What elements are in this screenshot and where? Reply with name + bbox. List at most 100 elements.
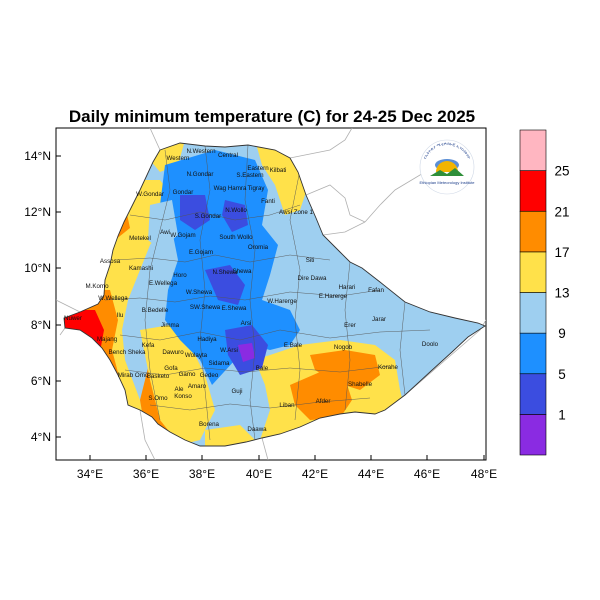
region-label: Shewa	[233, 268, 252, 275]
region-label: M.Komo	[85, 283, 109, 290]
region-label: E.Shewa	[222, 305, 247, 312]
region-label: N.Gondar	[187, 171, 214, 178]
neighbor-boundaries	[56, 128, 486, 460]
region-label: Fanti	[261, 198, 275, 205]
region-label: SW.Shewa	[190, 304, 221, 311]
colorbar-swatch	[519, 332, 547, 375]
logo-sun-icon	[436, 161, 458, 172]
region-label: Kamashi	[129, 265, 153, 272]
region-label: Jimma	[161, 322, 180, 329]
colorbar-label: 9	[558, 326, 566, 341]
region-label: Fafan	[368, 287, 384, 294]
region-label: Bench Sheka	[109, 349, 146, 356]
region-label: S.Eastern	[236, 172, 264, 179]
region-label: E.Harerge	[319, 293, 348, 300]
colorbar-swatch	[519, 251, 547, 293]
region-label: E.Gojam	[189, 249, 213, 256]
lat-tick-label: 12°N	[24, 205, 51, 219]
logo-caption: Ethiopian Meteorology Institute	[420, 180, 476, 185]
admin-boundaries	[104, 144, 431, 441]
lat-tick-label: 4°N	[31, 430, 51, 444]
region-label: Afder	[316, 398, 331, 405]
region-label: Kilbati	[270, 167, 287, 174]
lon-tick-label: 44°E	[358, 467, 384, 481]
lon-tick-label: 40°E	[246, 467, 272, 481]
lat-tick-label: 14°N	[24, 149, 51, 163]
region-label: Central	[218, 152, 238, 159]
colorbar-label: 5	[558, 367, 566, 382]
region-label: Wolayta	[185, 352, 208, 359]
lon-tick-label: 46°E	[414, 467, 440, 481]
region-label: Harari	[339, 284, 356, 291]
latitude-labels: 4°N 6°N 8°N 10°N 12°N 14°N	[24, 149, 51, 444]
region-label: Western	[167, 155, 190, 162]
region-label: Nogob	[334, 344, 353, 351]
region-label: Oromia	[248, 244, 269, 251]
region-label: S.Gondar	[195, 213, 221, 220]
region-label: B.Bedelle	[142, 307, 169, 314]
lon-tick-label: 38°E	[189, 467, 215, 481]
region-label: E.Bale	[284, 342, 303, 349]
region-label: Amaro	[188, 383, 207, 390]
lon-tick-label: 36°E	[133, 467, 159, 481]
lat-tick-label: 6°N	[31, 374, 51, 388]
region-label: Jarar	[372, 316, 386, 323]
region-label: Daawa	[247, 426, 267, 433]
region-label: W.Gondar	[136, 191, 164, 198]
region-label: Sidama	[209, 360, 231, 367]
region-label: Majang	[97, 336, 118, 343]
region-label: E.Wellega	[149, 280, 178, 287]
region-label: Doolo	[422, 341, 439, 348]
region-label: Eastern	[247, 165, 269, 172]
colorbar-labels: 1 5 9 13 17 21 25	[554, 164, 569, 423]
region-label: Basketo	[147, 373, 170, 380]
colorbar-label: 25	[554, 164, 569, 179]
region-label: Wag Hamra	[214, 185, 247, 192]
logo-landscape	[430, 168, 464, 176]
colorbar-label: 1	[558, 407, 566, 422]
colorbar-swatch	[519, 373, 547, 415]
region-label: Tigray	[248, 185, 266, 192]
map-title: Daily minimum temperature (C) for 24-25 …	[69, 107, 475, 126]
region-label: Gondar	[173, 189, 194, 196]
region-label: Arsi	[241, 320, 252, 327]
colorbar-label: 21	[554, 204, 569, 219]
colorbar-swatch	[519, 210, 547, 253]
colorbar-label: 13	[554, 286, 569, 301]
region-label: Horo	[173, 272, 187, 279]
colorbar-swatch	[519, 129, 547, 171]
region-label: Mirab Omo	[118, 372, 149, 379]
lon-tick-label: 42°E	[302, 467, 328, 481]
region-label: N.Shewa	[212, 269, 238, 276]
region-label: Konso	[174, 393, 192, 400]
institute-logo: የኢትዮጵያ ሜቲዎሮሎጂ ኢንስቲትዩት Ethiopian Meteorol…	[420, 139, 476, 195]
axis-ticks	[56, 155, 485, 460]
region-label: Shabelle	[348, 381, 373, 388]
region-label: Guji	[231, 388, 242, 395]
region-label: Awi	[160, 229, 170, 236]
region-label: W.Shewa	[186, 289, 213, 296]
region-label: Hadiya	[197, 336, 217, 343]
region-label: Nuwer	[64, 315, 82, 322]
region-label: South Wollo	[219, 234, 253, 241]
region-label: W.Harerge	[267, 298, 297, 305]
colorbar-swatch	[519, 292, 547, 334]
region-label: Assosa	[100, 258, 121, 265]
lat-tick-label: 10°N	[24, 261, 51, 275]
region-label: W.Arsi	[220, 347, 238, 354]
region-label: W.Gojam	[170, 232, 195, 239]
region-label: Ilu	[117, 312, 124, 319]
region-label: N.Wollo	[225, 207, 247, 214]
region-label: Liban	[279, 402, 295, 409]
region-label: S.Omo	[148, 395, 168, 402]
region-label: Siti	[306, 257, 315, 264]
colorbar-swatch	[519, 170, 547, 212]
region-label: Erer	[344, 322, 356, 329]
lat-tick-label: 8°N	[31, 318, 51, 332]
region-label: Gamo	[179, 371, 196, 378]
region-label: Borena	[199, 421, 220, 428]
region-label: N.Western	[186, 148, 216, 155]
region-label: Dawuro	[162, 349, 184, 356]
region-label: Awsi Zone 1	[279, 209, 313, 216]
